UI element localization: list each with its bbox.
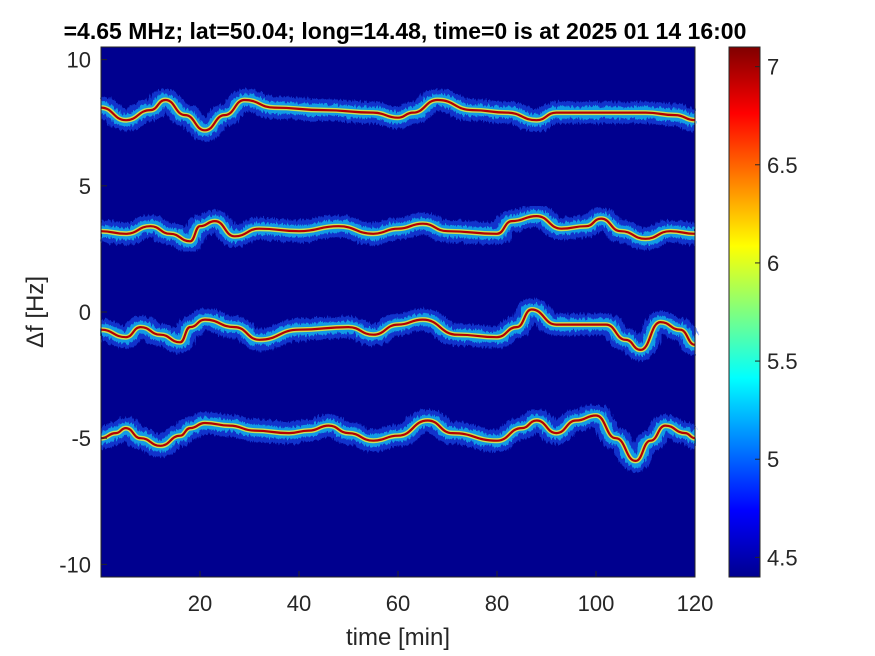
colorbar-tick-label: 6.5	[767, 153, 798, 178]
colorbar-tick-label: 5.5	[767, 349, 798, 374]
trace-core	[100, 98, 696, 132]
chart-title: =4.65 MHz; lat=50.04; long=14.48, time=0…	[64, 18, 747, 44]
x-tick-label: 120	[677, 591, 714, 616]
y-axis: 10 5 0 -5 -10	[59, 48, 107, 577]
trace-core	[100, 414, 696, 463]
trace-core	[100, 308, 696, 352]
signal-trace-3	[100, 298, 700, 361]
plot-frame	[100, 46, 696, 578]
x-tick-label: 60	[386, 591, 410, 616]
signal-trace-2	[100, 205, 696, 253]
x-tick-label: 20	[188, 591, 212, 616]
colorbar-tick-label: 5	[767, 447, 779, 472]
colorbar-tick-label: 4.5	[767, 545, 798, 570]
y-tick-label: 5	[79, 174, 91, 199]
y-tick-label: -5	[71, 426, 91, 451]
colorbar-tick-label: 7	[767, 55, 779, 80]
signal-trace-1	[99, 88, 696, 142]
x-tick-label: 80	[485, 591, 509, 616]
colorbar-axis: 7 6.5 6 5.5 5 4.5	[728, 46, 798, 578]
x-axis: 20 40 60 80 100 120	[188, 571, 714, 616]
colorbar-tick-label: 6	[767, 251, 779, 276]
signal-trace-4	[100, 404, 699, 472]
y-tick-label: 10	[67, 48, 91, 73]
x-tick-label: 40	[287, 591, 311, 616]
colorbar-frame	[728, 46, 761, 578]
colorbar	[729, 47, 760, 577]
y-tick-label: 0	[79, 300, 91, 325]
y-axis-label: Δf [Hz]	[22, 276, 49, 348]
y-tick-label: -10	[59, 552, 91, 577]
x-tick-label: 100	[578, 591, 615, 616]
x-axis-label: time [min]	[346, 624, 450, 651]
signal-traces	[99, 88, 700, 472]
trace-core	[100, 214, 696, 243]
